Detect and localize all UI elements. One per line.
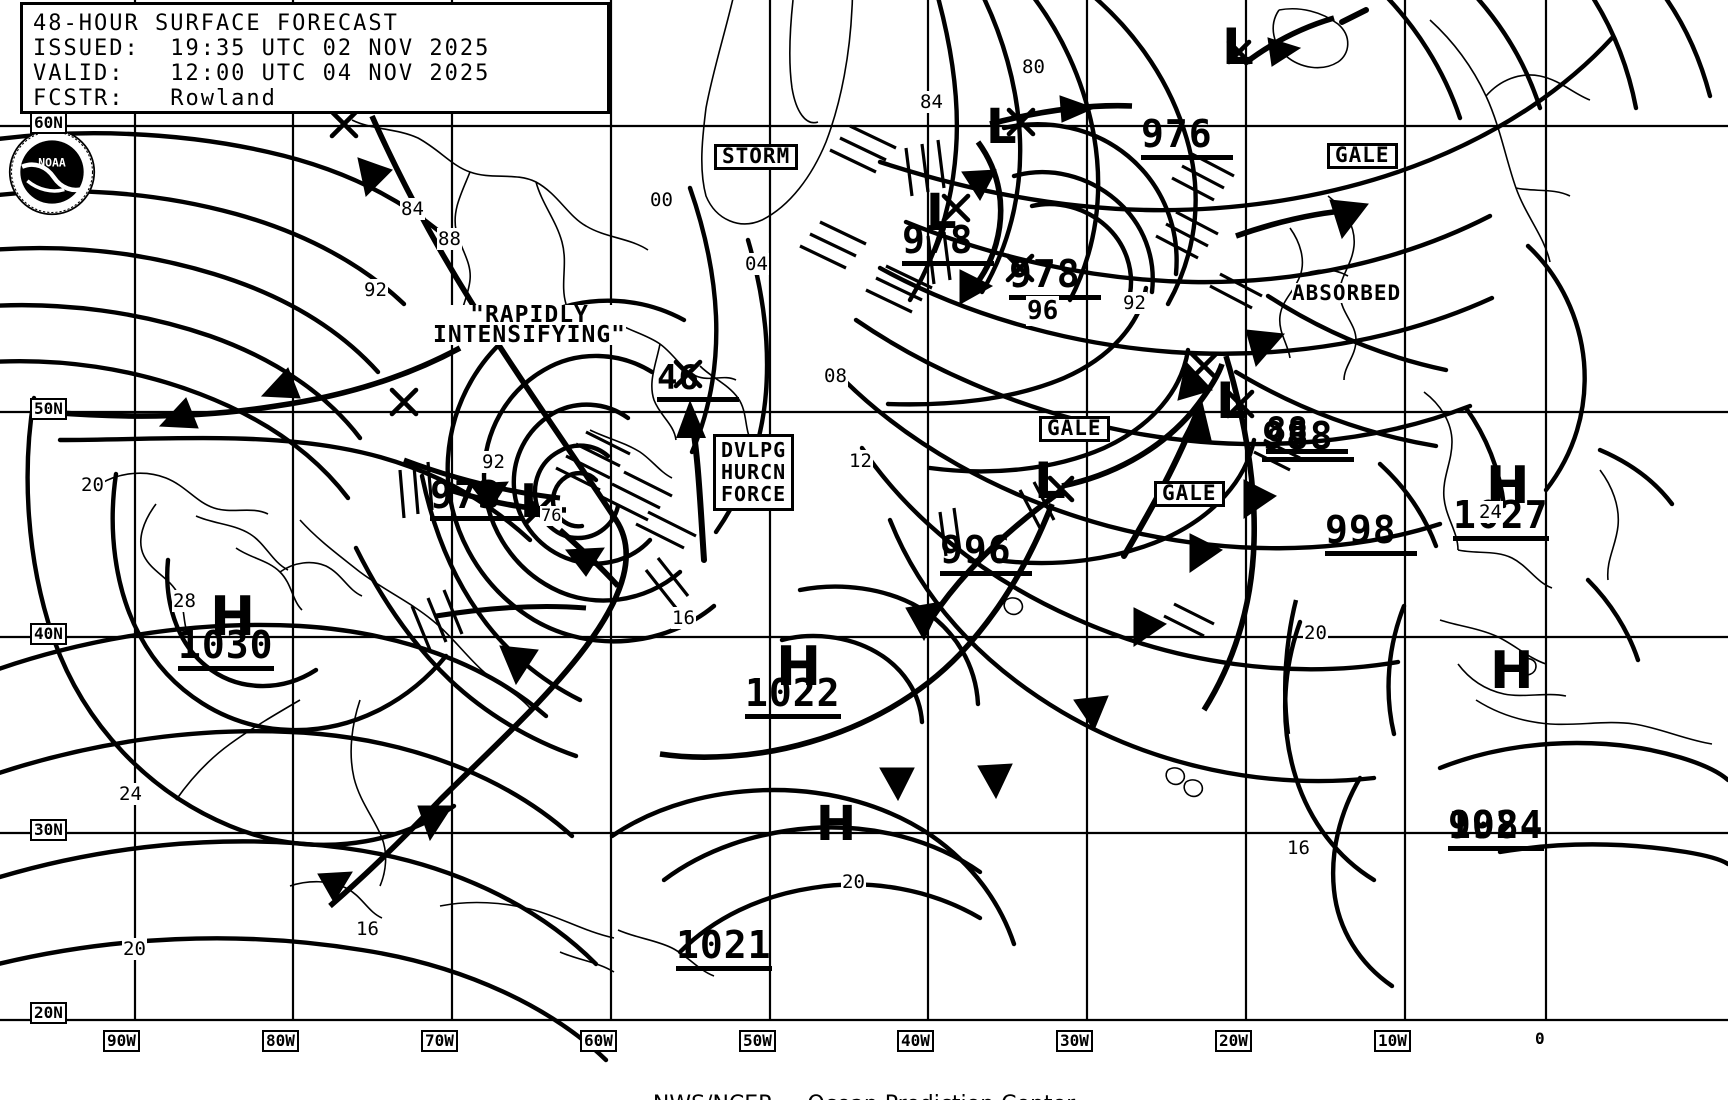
isobar-label-80: 80 [1021, 56, 1046, 78]
lon-label-80w: 80W [262, 1030, 299, 1052]
lon-label-10w: 10W [1374, 1030, 1411, 1052]
isobar-label-20-b: 20 [122, 938, 147, 960]
annotation-rapidly-intensifying: "RAPIDLY INTENSIFYING" [433, 302, 627, 348]
high-center-1024: H [1490, 641, 1534, 701]
pressure-label-998: 998 [1325, 420, 1417, 644]
isobar-label-08: 08 [823, 365, 848, 387]
isobar-label-28: 28 [172, 590, 197, 612]
forecast-header-box: 48-HOUR SURFACE FORECAST ISSUED: 19:35 U… [20, 2, 610, 114]
isobar-label-16-a: 16 [671, 607, 696, 629]
isobar-label-92-d: 92 [481, 451, 506, 473]
header-title: 48-HOUR SURFACE FORECAST [33, 11, 399, 36]
lon-label-70w: 70W [421, 1030, 458, 1052]
isobar-label-92-c: 92 [1122, 292, 1147, 314]
front-iceland-lows [959, 15, 1335, 305]
pressure-label-1022: 1022 [745, 583, 841, 807]
header-valid: VALID: 12:00 UTC 04 NOV 2025 [33, 61, 491, 86]
isobar-label-88-a: 88 [437, 228, 462, 250]
pressure-label-996: 996 [940, 440, 1032, 664]
front-subtropical [1282, 599, 1299, 735]
cold-front-great-lakes [47, 345, 462, 429]
isobar-label-12: 12 [848, 450, 873, 472]
isobar-label-04: 04 [744, 253, 769, 275]
pressure-label-976: 976 [1141, 24, 1233, 248]
cold-front-996 [659, 502, 1109, 802]
isobar-label-16-b: 16 [355, 918, 380, 940]
center-x-markers [329, 39, 1255, 525]
annotation-gale-3: GALE [1154, 481, 1225, 507]
isobar-label-92-a: 92 [363, 279, 388, 301]
chart-footer: NWS/NCEP — Ocean Prediction Center ocean… [0, 1040, 1728, 1100]
isobar-label-84-b: 84 [919, 91, 944, 113]
warm-front-996 [905, 489, 1062, 642]
high-center-1022: H [776, 635, 822, 698]
cold-front-988 [1133, 355, 1277, 712]
lat-label-60n: 60N [30, 112, 67, 134]
coastlines [99, 0, 1713, 977]
footer-agency: NWS/NCEP — Ocean Prediction Center [0, 1092, 1728, 1100]
pressure-label-1024-value: 1024 [1448, 715, 1544, 939]
lon-label-50w: 50W [739, 1030, 776, 1052]
header-issued: ISSUED: 19:35 UTC 02 NOV 2025 [33, 36, 491, 61]
high-center-1030: H [210, 585, 256, 648]
isobar-label-24-a: 24 [118, 783, 143, 805]
isobar-label-76: 76 [540, 506, 563, 526]
low-center-978-a: L [986, 99, 1017, 155]
low-center-996: L [1034, 452, 1066, 510]
pressure-label-973: 973 [430, 385, 522, 609]
isobar-label-84-a: 84 [400, 198, 425, 220]
annotation-gale-2: GALE [1039, 416, 1110, 442]
annotation-absorbed: ABSORBED [1292, 281, 1402, 305]
pressure-label-978-b: 978 [1009, 164, 1101, 388]
noaa-logo: NOAA [8, 128, 96, 216]
lat-label-30n: 30N [30, 819, 67, 841]
noaa-logo-text: NOAA [38, 156, 66, 170]
warm-front-uk [1235, 199, 1369, 368]
low-center-978-b: L [926, 184, 957, 240]
lat-label-50n: 50N [30, 398, 67, 420]
lon-label-90w: 90W [103, 1030, 140, 1052]
lon-label-60w: 60W [580, 1030, 617, 1052]
isobars [0, 0, 1728, 1063]
high-center-1021: H [816, 796, 857, 852]
annotation-storm: STORM [714, 144, 799, 170]
lon-label-0: 0 [1535, 1029, 1545, 1048]
isobar-label-16-c: 16 [1286, 837, 1311, 859]
isobar-label-24-b: 24 [1478, 501, 1503, 523]
cold-front-main [317, 114, 629, 909]
low-center-988: L [1216, 372, 1248, 430]
isobar-label-96: 96 [1026, 296, 1060, 326]
pressure-label-46: 46 [657, 278, 739, 482]
isobar-label-20-d: 20 [1303, 622, 1328, 644]
isobar-label-88-right: 88 [1266, 330, 1348, 534]
isobar-label-00: 00 [649, 189, 674, 211]
lon-label-20w: 20W [1215, 1030, 1252, 1052]
low-center-976: L [1222, 18, 1254, 76]
isobar-label-20-a: 20 [80, 474, 105, 496]
pressure-label-1030: 1030 [178, 535, 274, 759]
lon-label-40w: 40W [897, 1030, 934, 1052]
annotation-dvlpg-hurcn-force: DVLPG HURCN FORCE [713, 434, 795, 511]
annotation-gale-1: GALE [1327, 143, 1398, 169]
lat-label-40n: 40N [30, 623, 67, 645]
lat-label-20n: 20N [30, 1002, 67, 1024]
isobar-label-20-c: 20 [841, 871, 866, 893]
occluded-front-ne [1061, 360, 1225, 489]
pressure-label-978-a: 978 [902, 130, 994, 354]
lon-label-30w: 30W [1056, 1030, 1093, 1052]
pressure-label-1021: 1021 [676, 835, 772, 1059]
header-forecaster: FCSTR: Rowland [33, 86, 277, 111]
